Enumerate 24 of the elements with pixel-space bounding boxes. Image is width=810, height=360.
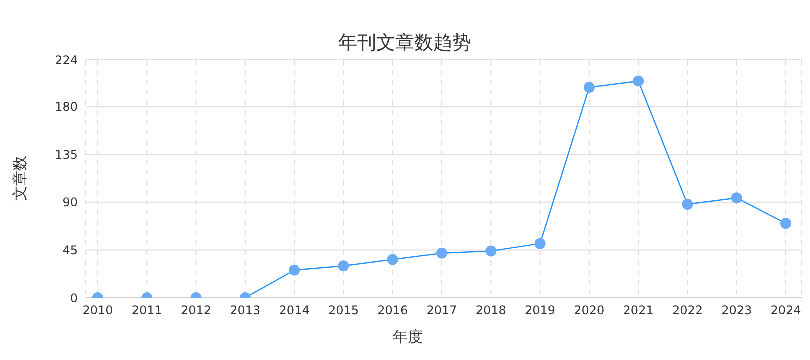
x-axis-title: 年度 xyxy=(392,328,424,347)
y-tick-label: 45 xyxy=(62,243,78,258)
x-tick-label: 2011 xyxy=(132,304,162,318)
y-tick-label: 135 xyxy=(55,148,78,162)
x-tick-label: 2013 xyxy=(230,304,261,318)
x-tick-label: 2015 xyxy=(328,304,359,318)
x-tick-label: 2014 xyxy=(279,304,310,318)
chart-title: 年刊文章数趋势 xyxy=(338,32,472,54)
y-tick-label: 224 xyxy=(55,53,78,68)
x-tick-label: 2021 xyxy=(623,304,654,318)
x-tick-label: 2024 xyxy=(770,304,802,318)
x-tick-label: 2018 xyxy=(476,304,506,318)
y-tick-label: 90 xyxy=(62,196,78,210)
x-tick-label: 2022 xyxy=(672,304,703,318)
x-tick-label: 2017 xyxy=(426,304,458,318)
x-tick-label: 2012 xyxy=(181,304,212,318)
y-tick-label: 180 xyxy=(55,100,78,114)
y-tick-label: 0 xyxy=(70,291,78,306)
x-tick-label: 2016 xyxy=(378,304,408,318)
x-tick-label: 2019 xyxy=(525,304,556,318)
x-tick-label: 2020 xyxy=(574,304,605,318)
y-axis-title: 文章数 xyxy=(10,156,30,200)
x-tick-label: 2010 xyxy=(82,304,114,318)
x-tick-label: 2023 xyxy=(722,304,752,318)
